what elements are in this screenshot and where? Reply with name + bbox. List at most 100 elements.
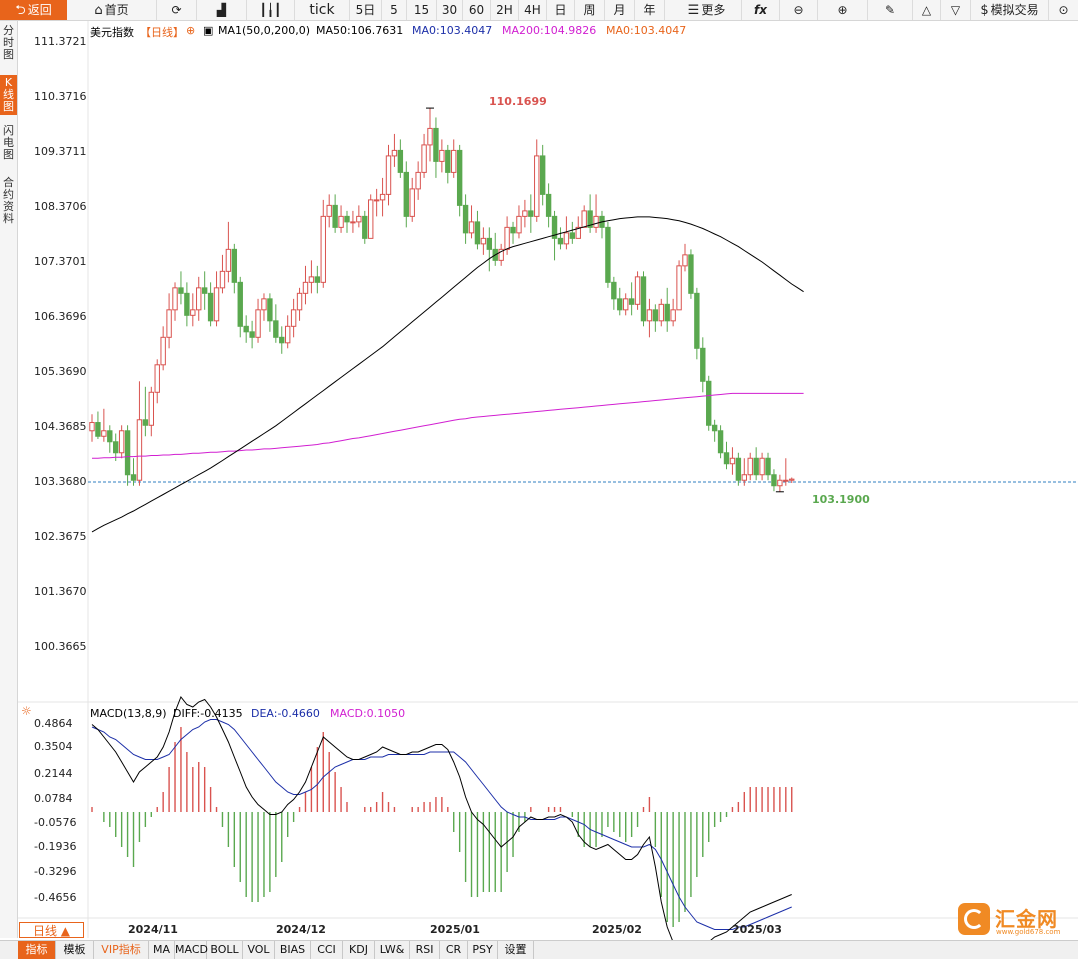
candle-body [729,457,736,465]
home-icon: ⌂ [94,3,103,18]
period-button-4[interactable]: 60 [463,0,491,20]
triangle-up-button[interactable]: △ [913,0,941,20]
sim-trade-button[interactable]: $ 模拟交易 [971,0,1049,20]
tab-flash[interactable]: 闪电图 [3,124,14,161]
indicator-tab[interactable]: CCI [311,941,343,959]
period-button-1[interactable]: 5 [382,0,407,20]
period-button-2[interactable]: 15 [407,0,437,20]
indicator-tab[interactable]: 模板 [56,941,94,959]
price-tick-label: 104.3685 [34,420,87,433]
back-arrow-icon: ⮌ [15,3,26,18]
low-annotation: 103.1900 [812,493,870,506]
candle-body [142,419,149,426]
candle-body [569,232,576,239]
candle-body [124,430,131,476]
candle-body [172,287,178,311]
tab-kline[interactable]: K线图 [0,75,17,115]
indicator-tab[interactable]: 设置 [498,941,534,959]
indicator-tab[interactable]: CR [440,941,468,959]
toolbar: ⮌ 返回 ⌂ 首页 ⟳ ▟ ┃╽┃ tick 5日 5 15 30 60 2H 4H 日周月年 ☰… [0,0,1078,21]
period-button-0[interactable]: 5日 [350,0,382,20]
draw-button[interactable]: ✎ [868,0,913,20]
period-button-3[interactable]: 30 [437,0,463,20]
formula-button[interactable]: fx [742,0,780,20]
tab-contract-info[interactable]: 合约资料 [3,176,14,225]
macd-sun-icon[interactable]: ☼ [21,704,32,718]
candle-body [439,149,445,162]
candle-body [581,210,587,228]
indicator-tab[interactable]: VIP指标 [94,941,149,959]
ma-settings-icon[interactable]: ▣ [203,24,214,37]
candlestick-button[interactable]: ┃╽┃ [247,0,295,20]
triangle-down-icon: ▽ [950,3,961,17]
candle-body [723,452,730,465]
candle-body [676,265,682,311]
x-label-2025-01: 2025/01 [430,923,480,936]
candle-body [379,193,386,201]
candle-body [403,171,409,217]
candle-body [344,215,350,223]
candle-body [213,287,220,322]
indicator-tab[interactable]: RSI [410,941,440,959]
x-label-2025-03: 2025/03 [732,923,782,936]
period-button-10[interactable]: 年 [635,0,665,20]
macd-value: MACD:0.1050 [330,707,406,720]
candle-body [308,276,315,283]
period-badge[interactable]: 日线 ▲ [19,922,84,938]
period-button-7[interactable]: 日 [547,0,575,20]
candle-body [190,309,196,316]
candle-body [397,149,404,173]
indicator-tab[interactable]: KDJ [343,941,375,959]
period-button-6[interactable]: 4H [519,0,547,20]
candle-body [279,336,285,344]
indicator-tab[interactable]: BOLL [207,941,243,959]
period-button-8[interactable]: 周 [575,0,605,20]
candle-body [658,303,664,322]
candle-body [771,474,777,487]
indicator-tab[interactable]: PSY [468,941,498,959]
back-button[interactable]: ⮌ 返回 [0,0,67,20]
candle-body [717,430,724,454]
macd-diff: DIFF:-0.4135 [173,707,243,720]
candle-body [249,331,255,338]
macd-tick-label: -0.0576 [34,816,77,829]
indicator-tab[interactable]: 指标 [18,941,56,959]
settings-button[interactable]: ⊙ [1049,0,1078,20]
indicator-tab[interactable]: VOL [243,941,275,959]
indicator-tab[interactable]: LW& [375,941,410,959]
zoom-in-button[interactable]: ⊕ [818,0,868,20]
candle-body [765,457,771,476]
period-button-5[interactable]: 2H [491,0,519,20]
more-button[interactable]: ☰ 更多 [672,0,742,20]
tab-intraday[interactable]: 分时图 [3,24,14,61]
tick-button[interactable]: tick [295,0,350,20]
brand-logo-icon [958,903,990,935]
zoom-out-button[interactable]: ⊖ [780,0,818,20]
candle-body [320,215,326,283]
candle-body [451,149,457,173]
candle-body [700,347,706,382]
candle-body [640,276,647,322]
indicator-tab[interactable]: MACD [175,941,208,959]
add-indicator-icon[interactable]: ⊕ [186,24,196,37]
period-button-9[interactable]: 月 [605,0,635,20]
indicator-tab[interactable]: BIAS [275,941,311,959]
candle-body [498,248,504,261]
home-button[interactable]: ⌂ 首页 [67,0,157,20]
zoom-in-icon: ⊕ [837,3,848,17]
triangle-down-button[interactable]: ▽ [941,0,971,20]
x-label-2025-02: 2025/02 [592,923,642,936]
candle-body [373,199,380,202]
ma50-line [91,216,804,533]
price-tick-label: 111.3721 [34,35,87,48]
candle-body [688,254,694,294]
candle-body [522,210,528,217]
period-tag: 【日线】 [140,26,184,39]
line-chart-button[interactable]: ▟ [197,0,247,20]
refresh-button[interactable]: ⟳ [157,0,197,20]
indicator-tab[interactable]: MA [149,941,175,959]
candle-body [101,430,107,437]
price-tick-label: 108.3706 [34,200,87,213]
price-tick-label: 103.3680 [34,475,87,488]
